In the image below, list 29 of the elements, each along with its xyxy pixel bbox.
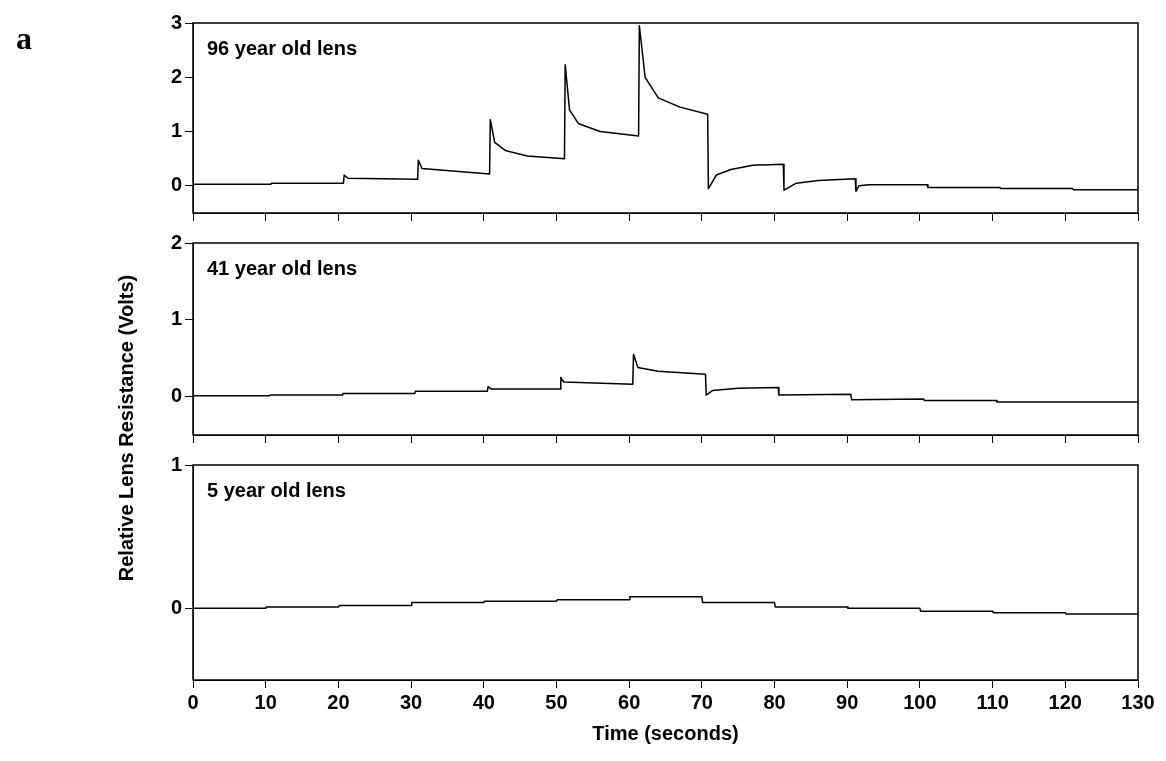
x-tick-label: 100: [903, 690, 937, 713]
x-tick-label: 20: [327, 690, 350, 713]
x-tick-label: 60: [618, 690, 641, 713]
text: a: [16, 20, 32, 57]
x-tick-label: 0: [187, 690, 199, 713]
x-axis-title: Time (seconds): [592, 721, 739, 744]
x-tick-label: 10: [254, 690, 277, 713]
y-tick-label: 2: [170, 64, 182, 87]
x-tick-label: 80: [763, 690, 786, 713]
x-tick-label: 120: [1048, 690, 1082, 713]
x-tick-label: 90: [836, 690, 859, 713]
y-tick-label: 0: [170, 384, 182, 407]
x-tick-label: 50: [545, 690, 568, 713]
y-tick-label: 1: [170, 119, 182, 142]
y-tick-label: 1: [170, 307, 182, 330]
y-tick-label: 2: [170, 230, 182, 253]
annotation: 5 year old lens: [207, 478, 346, 501]
x-tick-label: 30: [399, 690, 423, 713]
y-axis-title: Relative Lens Resistance (Volts): [114, 274, 138, 582]
x-tick-label: 130: [1121, 690, 1155, 713]
annotation: 41 year old lens: [207, 256, 358, 279]
x-tick-label: 110: [976, 690, 1009, 713]
y-tick-label: 0: [170, 595, 182, 618]
x-tick-label: 40: [472, 690, 495, 713]
annotation: 96 year old lens: [207, 36, 358, 59]
y-tick-label: 3: [170, 10, 182, 33]
x-tick-label: 70: [690, 690, 713, 713]
y-tick-label: 1: [170, 452, 182, 475]
y-tick-label: 0: [170, 173, 182, 196]
